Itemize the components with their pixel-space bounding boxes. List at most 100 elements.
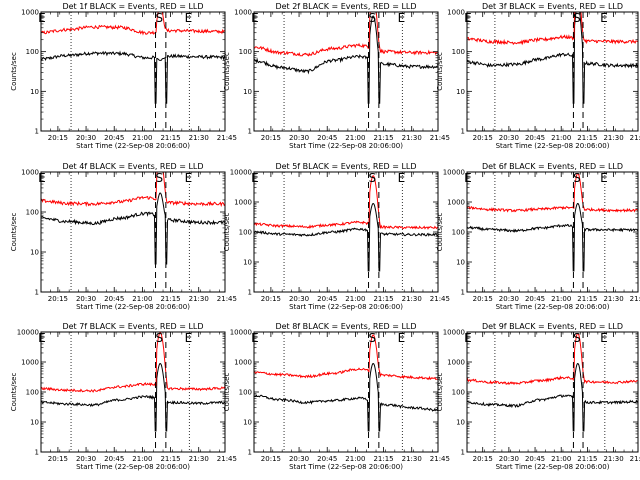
y-tick-label: 10: [30, 249, 39, 257]
y-axis-label: Counts/sec: [10, 373, 18, 412]
series-lld-line: [41, 12, 225, 36]
x-tick-label: 21:15: [373, 455, 393, 463]
series-lld-line: [41, 172, 225, 208]
x-axis-label: Start Time (22-Sep-08 20:06:00): [289, 463, 403, 471]
x-tick-label: 20:15: [48, 295, 68, 303]
y-tick-label: 1: [461, 128, 465, 136]
marker-e: E: [600, 331, 608, 345]
series-events-line: [467, 12, 638, 104]
x-tick-label: 20:45: [104, 295, 124, 303]
y-tick-label: 1: [461, 449, 465, 457]
y-tick-label: 1000: [234, 9, 252, 17]
marker-s: S: [573, 11, 581, 25]
panel-title: Det 1f BLACK = Events, RED = LLD: [62, 2, 203, 11]
x-tick-label: 21:45: [217, 455, 237, 463]
y-tick-label: 10: [30, 419, 39, 427]
x-axis-label: Start Time (22-Sep-08 20:06:00): [289, 303, 403, 311]
x-tick-label: 20:45: [525, 295, 545, 303]
y-tick-label: 100: [452, 48, 465, 56]
plot-frame: [466, 11, 639, 132]
x-tick-label: 21:30: [603, 455, 623, 463]
plot-frame: [466, 331, 639, 453]
plot-frame: [466, 171, 639, 293]
marker-e: E: [251, 171, 259, 185]
y-tick-label: 1: [461, 289, 465, 297]
x-tick-label: 20:45: [525, 134, 545, 142]
x-tick-label: 21:30: [603, 295, 623, 303]
y-tick-label: 10000: [230, 329, 252, 337]
x-tick-label: 20:15: [473, 455, 493, 463]
y-tick-label: 100: [452, 389, 465, 397]
marker-e: E: [398, 331, 406, 345]
x-axis-label: Start Time (22-Sep-08 20:06:00): [496, 463, 610, 471]
series-lld-line: [467, 173, 638, 213]
y-axis-label: Counts/sec: [436, 52, 444, 91]
panel-title: Det 7f BLACK = Events, RED = LLD: [62, 322, 203, 331]
x-axis-label: Start Time (22-Sep-08 20:06:00): [76, 142, 190, 150]
marker-s: S: [155, 11, 163, 25]
marker-e: E: [185, 11, 193, 25]
y-axis-label: Counts/sec: [223, 52, 231, 91]
marker-e: E: [185, 331, 193, 345]
marker-s: S: [573, 171, 581, 185]
marker-s: S: [573, 331, 581, 345]
plot-frame: [253, 171, 439, 293]
y-tick-label: 1: [35, 449, 39, 457]
x-tick-label: 21:45: [430, 134, 450, 142]
x-tick-label: 20:30: [499, 295, 519, 303]
x-tick-label: 21:00: [132, 455, 152, 463]
x-tick-label: 21:30: [402, 455, 422, 463]
panel-title: Det 9f BLACK = Events, RED = LLD: [482, 322, 623, 331]
x-tick-label: 21:00: [345, 455, 365, 463]
y-tick-label: 10: [243, 88, 252, 96]
x-tick-label: 21:45: [217, 295, 237, 303]
x-tick-label: 21:00: [132, 134, 152, 142]
y-tick-label: 1000: [234, 199, 252, 207]
x-axis-label: Start Time (22-Sep-08 20:06:00): [496, 142, 610, 150]
x-tick-label: 20:30: [499, 134, 519, 142]
y-tick-label: 1000: [447, 199, 465, 207]
series-events-line: [41, 363, 225, 432]
x-tick-label: 20:15: [261, 455, 281, 463]
x-tick-label: 20:30: [289, 455, 309, 463]
x-tick-label: 21:00: [345, 295, 365, 303]
y-tick-label: 10000: [230, 169, 252, 177]
x-tick-label: 21:30: [402, 134, 422, 142]
marker-s: S: [368, 11, 376, 25]
x-tick-label: 21:15: [373, 134, 393, 142]
x-tick-label: 21:00: [551, 295, 571, 303]
x-axis-label: Start Time (22-Sep-08 20:06:00): [76, 303, 190, 311]
x-tick-label: 21:30: [402, 295, 422, 303]
x-tick-label: 20:30: [289, 134, 309, 142]
y-tick-label: 1000: [21, 359, 39, 367]
x-tick-label: 20:30: [76, 455, 96, 463]
marker-s: S: [368, 171, 376, 185]
x-tick-label: 21:30: [189, 134, 209, 142]
y-tick-label: 10000: [443, 169, 465, 177]
series-lld-line: [467, 333, 638, 386]
x-tick-label: 20:15: [473, 134, 493, 142]
x-tick-label: 21:45: [430, 455, 450, 463]
panel-title: Det 2f BLACK = Events, RED = LLD: [275, 2, 416, 11]
series-events-line: [41, 50, 225, 104]
x-tick-label: 20:45: [104, 134, 124, 142]
x-tick-label: 21:15: [577, 134, 597, 142]
x-tick-label: 20:30: [499, 455, 519, 463]
x-tick-label: 20:30: [76, 295, 96, 303]
series-events-line: [467, 202, 638, 272]
series-lld-line: [254, 12, 438, 57]
marker-s: S: [155, 171, 163, 185]
plot-frame: [40, 331, 226, 453]
y-tick-label: 100: [452, 229, 465, 237]
x-tick-label: 20:45: [104, 455, 124, 463]
panel-title: Det 3f BLACK = Events, RED = LLD: [482, 2, 623, 11]
y-tick-label: 100: [26, 389, 39, 397]
marker-e: E: [251, 331, 259, 345]
y-tick-label: 1000: [234, 359, 252, 367]
